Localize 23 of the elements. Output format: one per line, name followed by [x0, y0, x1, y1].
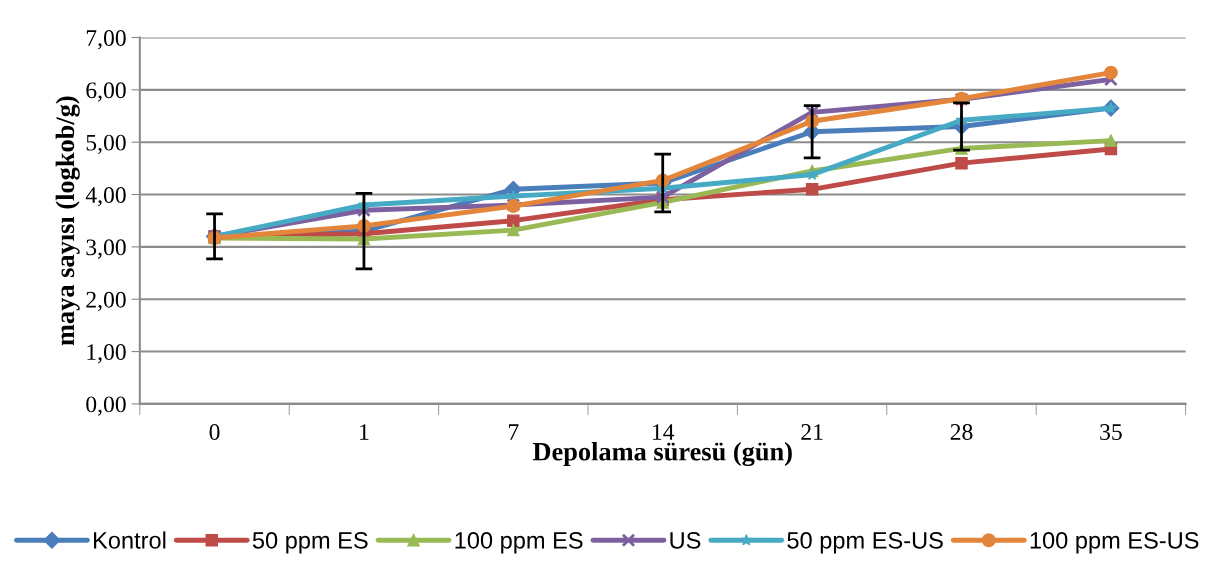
x-tick-label: 7	[508, 424, 519, 440]
y-tick-label: 1,00	[87, 344, 126, 364]
x-tick-label: 35	[1100, 424, 1122, 440]
y-tick-label: 4,00	[85, 187, 126, 207]
y-tick-label: 3,00	[86, 239, 126, 259]
y-tick-label: 2,00	[86, 291, 126, 312]
x-tick-label: 21	[801, 424, 823, 440]
x-tick-label: 1	[360, 424, 369, 440]
legend-label: 50 ppm ES	[252, 532, 368, 554]
legend-label: US	[670, 532, 701, 549]
legend-label: Kontrol	[94, 531, 166, 549]
y-tick-label: 7,00	[86, 30, 126, 50]
legend-label: 100 ppm ES	[455, 532, 583, 554]
x-tick-label: 14	[652, 424, 675, 440]
y-tick-label: 0,00	[86, 396, 126, 416]
y-tick-label: 5,00	[86, 134, 126, 155]
x-tick-label: 28	[950, 424, 973, 440]
y-axis-title: maya sayısı (logkob/g)	[55, 96, 80, 346]
legend-label: 50 ppm ES-US	[787, 532, 943, 554]
x-tick-label: 0	[209, 424, 220, 440]
y-tick-label: 6,00	[86, 82, 126, 102]
legend-label: 100 ppm ES-US	[1030, 532, 1199, 554]
x-axis-title: Depolama süresü (gün)	[532, 441, 792, 467]
